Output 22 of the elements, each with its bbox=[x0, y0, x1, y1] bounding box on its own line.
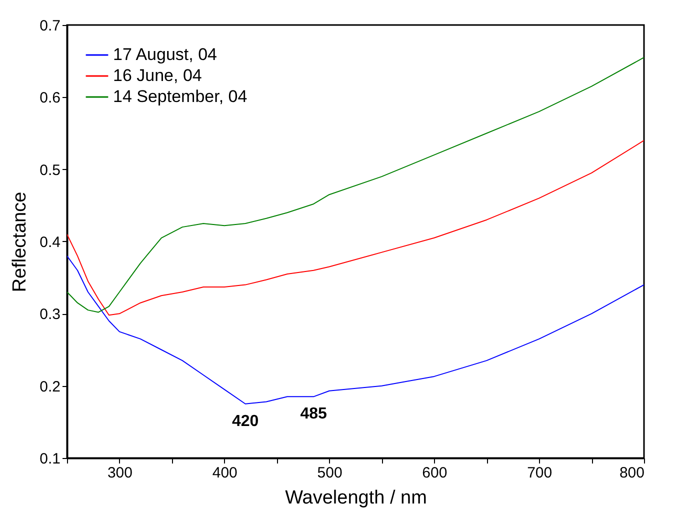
y-tick-label: 0.4 bbox=[40, 234, 60, 251]
y-tick-label: 0.1 bbox=[40, 450, 60, 468]
y-tick-label: 0.7 bbox=[40, 18, 60, 34]
line-series bbox=[67, 255, 644, 404]
x-tick-label: 700 bbox=[527, 464, 552, 482]
y-tick-label: 0.5 bbox=[40, 162, 60, 179]
x-tick-label: 800 bbox=[619, 464, 644, 482]
y-tick-label: 0.2 bbox=[40, 378, 60, 396]
x-tick-label: 500 bbox=[317, 464, 342, 482]
x-tick-label: 400 bbox=[212, 464, 238, 482]
legend-label: 16 June, 04 bbox=[113, 66, 202, 85]
line-series bbox=[67, 140, 644, 316]
x-tick-label: 300 bbox=[107, 464, 132, 482]
legend-label: 14 September, 04 bbox=[113, 87, 248, 106]
x-tick-label: 600 bbox=[422, 464, 448, 482]
y-tick-label: 0.3 bbox=[40, 306, 60, 324]
x-axis-title: Wavelength / nm bbox=[285, 488, 427, 508]
y-axis-title: Reflectance bbox=[10, 192, 31, 292]
annotation: 485 bbox=[300, 406, 327, 423]
y-tick-label: 0.6 bbox=[40, 90, 60, 107]
annotation: 420 bbox=[232, 412, 259, 430]
legend-label: 17 August, 04 bbox=[113, 45, 217, 64]
